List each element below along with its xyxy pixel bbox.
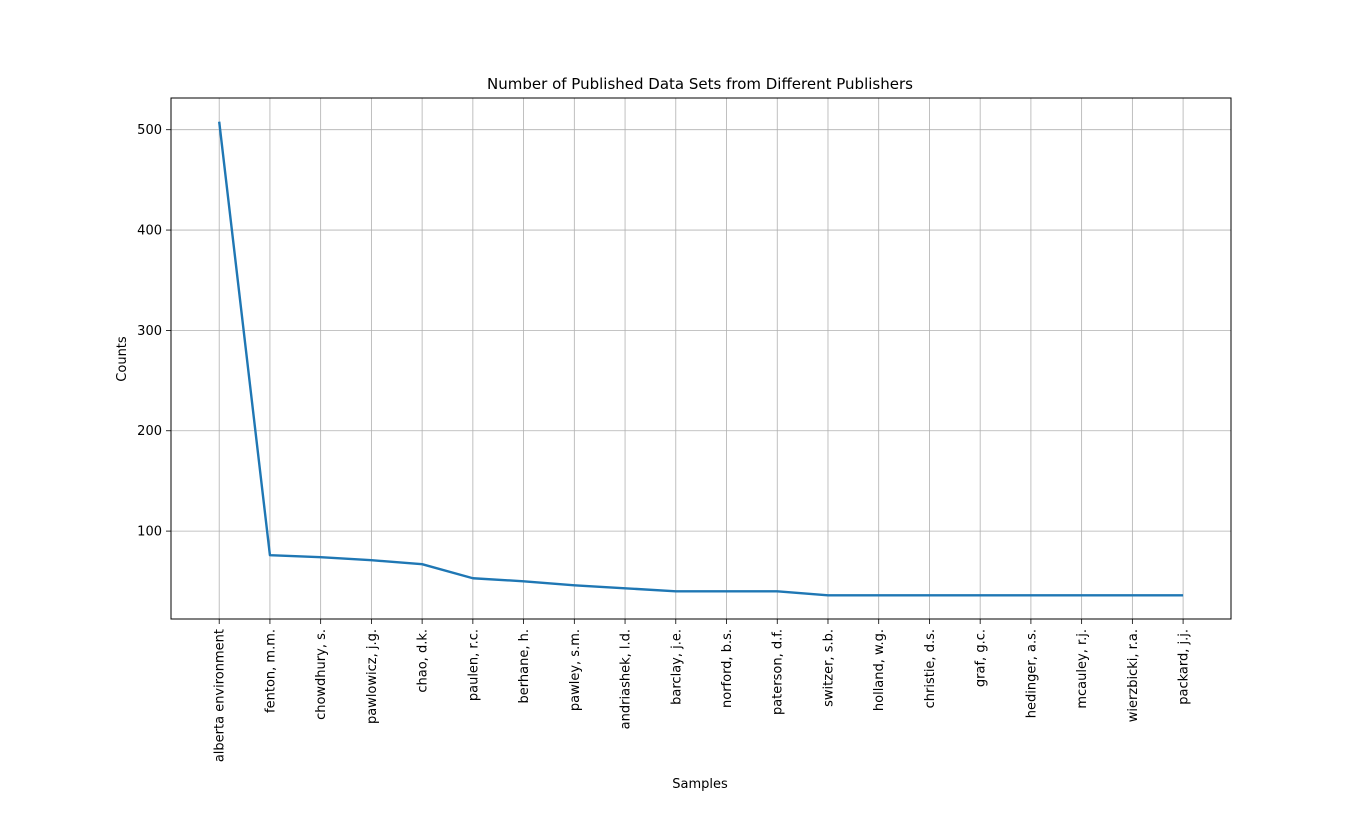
data-point <box>878 594 880 596</box>
y-axis-label: Counts <box>115 336 130 382</box>
x-tick-label: chowdhury, s. <box>314 629 329 720</box>
data-point <box>1030 594 1032 596</box>
x-tick-label: christie, d.s. <box>923 629 938 708</box>
data-point <box>218 120 220 122</box>
data-point <box>979 594 981 596</box>
x-tick-label: switzer, s.b. <box>821 629 836 707</box>
data-point <box>725 590 727 592</box>
x-tick-label: berhane, h. <box>517 629 532 703</box>
data-point <box>776 590 778 592</box>
x-tick-label: graf, g.c. <box>974 629 989 687</box>
x-tick-label: pawley, s.m. <box>568 629 583 711</box>
x-axis-ticks: alberta environment fenton, m.m. chowdhury… <box>213 619 1192 762</box>
grid <box>171 98 1231 619</box>
data-point <box>472 577 474 579</box>
data-point <box>928 594 930 596</box>
x-tick-label: barclay, j.e. <box>669 629 684 705</box>
data-point <box>1131 594 1133 596</box>
x-tick-label: chao, d.k. <box>416 629 431 693</box>
data-point <box>319 556 321 558</box>
x-tick-label: hedinger, a.s. <box>1024 629 1039 718</box>
chart-title: Number of Published Data Sets from Diffe… <box>487 75 913 93</box>
y-tick-label: 400 <box>137 224 162 239</box>
x-tick-label: fenton, m.m. <box>263 629 278 713</box>
data-point <box>573 584 575 586</box>
data-point <box>269 554 271 556</box>
data-point <box>675 590 677 592</box>
data-point <box>522 580 524 582</box>
y-tick-label: 100 <box>137 525 162 540</box>
x-tick-label: alberta environment <box>213 629 228 762</box>
data-point <box>1080 594 1082 596</box>
data-series <box>218 120 1184 597</box>
y-axis-ticks: 100 200 300 400 500 <box>137 123 171 540</box>
plot-area-frame <box>170 97 1232 620</box>
series-line <box>218 121 1184 597</box>
x-tick-label: wierzbicki, r.a. <box>1126 629 1141 722</box>
y-tick-label: 300 <box>137 324 162 339</box>
data-point <box>624 587 626 589</box>
x-axis-label: Samples <box>672 777 728 792</box>
x-tick-label: holland, w.g. <box>872 629 887 711</box>
y-tick-label: 200 <box>137 424 162 439</box>
data-point <box>370 559 372 561</box>
x-tick-label: andriashek, l.d. <box>619 629 634 729</box>
x-tick-label: mcauley, r.j. <box>1075 629 1090 709</box>
x-tick-label: norford, b.s. <box>720 629 735 708</box>
data-point <box>1182 594 1184 596</box>
x-tick-label: paterson, d.f. <box>771 629 786 715</box>
y-tick-label: 500 <box>137 123 162 138</box>
data-point <box>421 563 423 565</box>
data-point <box>827 594 829 596</box>
x-tick-label: packard, j.j. <box>1177 629 1192 705</box>
x-tick-label: pawlowicz, j.g. <box>365 629 380 724</box>
x-tick-label: paulen, r.c. <box>466 629 481 701</box>
